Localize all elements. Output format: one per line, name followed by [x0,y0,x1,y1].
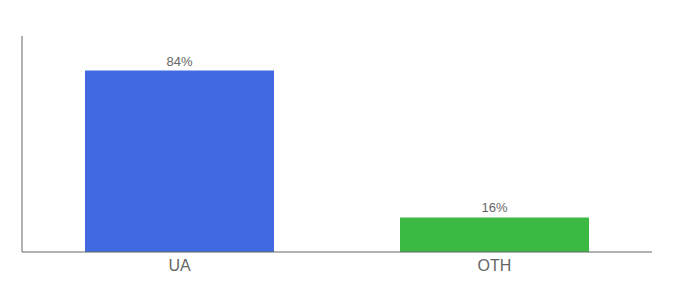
svg-text:16%: 16% [481,200,507,215]
svg-text:84%: 84% [166,54,192,69]
svg-text:UA: UA [168,257,191,274]
svg-text:OTH: OTH [478,257,512,274]
